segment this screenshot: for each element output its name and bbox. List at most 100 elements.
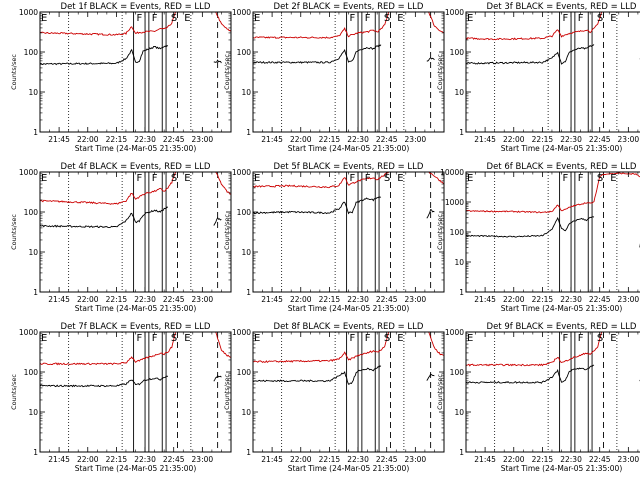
x-tick-label: 22:30 (560, 295, 582, 304)
event-marker-label: E (184, 13, 190, 24)
y-tick-label: 1 (459, 288, 464, 297)
x-tick-label: 23:00 (405, 455, 427, 464)
event-marker-label: S (384, 13, 390, 24)
x-axis-label: Start Time (24-Mar-05 21:35:00) (501, 464, 623, 473)
x-tick-label: 22:00 (77, 455, 99, 464)
x-tick-label: 23:00 (405, 295, 427, 304)
panel-title: Det 2f BLACK = Events, RED = LLD (274, 2, 424, 12)
x-tick-label: 22:15 (532, 135, 554, 144)
event-marker-label: E (254, 13, 260, 24)
x-tick-label: 21:45 (48, 135, 70, 144)
x-tick-label: 23:00 (192, 295, 214, 304)
x-tick-label: 22:30 (560, 135, 582, 144)
y-tick-label: 10000 (440, 168, 464, 177)
x-axis-label: Start Time (24-Mar-05 21:35:00) (288, 144, 410, 153)
event-marker-label: E (254, 173, 260, 184)
x-tick-label: 22:00 (503, 455, 525, 464)
x-tick-label: 22:45 (376, 295, 398, 304)
y-tick-label: 10 (241, 88, 251, 97)
events-series-line-recovery (426, 57, 435, 62)
lld-series-line (253, 12, 390, 39)
x-tick-label: 22:45 (589, 455, 611, 464)
event-marker-label: S (597, 333, 603, 344)
x-tick-label: 22:00 (290, 295, 312, 304)
lld-series-line (253, 332, 390, 364)
x-tick-label: 21:45 (48, 295, 70, 304)
x-tick-label: 22:30 (347, 455, 369, 464)
event-marker-label: F (563, 13, 569, 24)
event-marker-label: S (384, 173, 390, 184)
x-tick-label: 22:00 (503, 135, 525, 144)
y-tick-label: 1000 (232, 8, 251, 17)
y-axis-label: Counts/sec (223, 374, 231, 410)
y-tick-label: 100 (450, 368, 465, 377)
y-tick-label: 100 (450, 228, 465, 237)
x-tick-label: 22:15 (106, 455, 128, 464)
events-series-line (466, 364, 595, 384)
x-tick-label: 22:15 (106, 135, 128, 144)
panel-title: Det 6f BLACK = Events, RED = LLD (487, 162, 637, 172)
y-tick-label: 10 (28, 88, 38, 97)
y-tick-label: 1 (33, 448, 38, 457)
x-tick-label: 22:30 (134, 455, 156, 464)
panel-title: Det 1f BLACK = Events, RED = LLD (61, 2, 211, 12)
x-tick-label: 22:00 (290, 455, 312, 464)
x-tick-label: 22:15 (532, 295, 554, 304)
y-tick-label: 10 (454, 88, 464, 97)
marker-lines (68, 172, 219, 292)
x-tick-label: 22:30 (134, 135, 156, 144)
event-marker-label: E (467, 173, 473, 184)
y-tick-label: 1000 (445, 8, 464, 17)
y-tick-label: 1 (459, 128, 464, 137)
x-tick-label: 21:45 (474, 295, 496, 304)
event-marker-label: E (41, 13, 47, 24)
event-marker-label: F (152, 173, 158, 184)
lld-series-line-recovery (215, 332, 231, 358)
event-marker-label: F (137, 13, 143, 24)
y-tick-label: 1 (33, 288, 38, 297)
y-tick-label: 10 (454, 408, 464, 417)
events-series-line (40, 375, 169, 388)
y-axis-label: Counts/sec (10, 374, 18, 410)
event-marker-label: E (41, 333, 47, 344)
event-marker-label: E (467, 13, 473, 24)
x-tick-label: 22:15 (532, 455, 554, 464)
x-tick-label: 22:30 (134, 295, 156, 304)
x-axis-label: Start Time (24-Mar-05 21:35:00) (501, 304, 623, 313)
lld-series-line-recovery (428, 12, 444, 34)
x-tick-label: 22:15 (319, 135, 341, 144)
event-marker-label: E (610, 333, 616, 344)
panel-title: Det 4f BLACK = Events, RED = LLD (61, 162, 211, 172)
y-tick-label: 100 (450, 48, 465, 57)
x-tick-label: 21:45 (261, 455, 283, 464)
event-marker-label: E (397, 13, 403, 24)
y-axis-label: Counts/sec (223, 214, 231, 250)
y-tick-label: 100 (24, 208, 39, 217)
x-tick-label: 22:45 (376, 455, 398, 464)
lld-series-line (466, 12, 603, 41)
marker-lines (494, 12, 618, 132)
event-marker-label: E (184, 333, 190, 344)
marker-lines (494, 332, 618, 452)
y-tick-label: 1000 (232, 168, 251, 177)
y-tick-label: 1 (246, 288, 251, 297)
event-marker-label: F (152, 333, 158, 344)
event-marker-label: S (171, 13, 177, 24)
lld-series-line-recovery (215, 12, 231, 32)
event-marker-label: S (597, 173, 603, 184)
event-marker-label: F (578, 333, 584, 344)
x-tick-label: 22:45 (376, 135, 398, 144)
event-marker-label: F (365, 333, 371, 344)
y-tick-label: 1000 (445, 328, 464, 337)
y-axis-label: Counts/sec (436, 374, 444, 410)
y-tick-label: 10 (28, 248, 38, 257)
events-series-line (253, 196, 382, 215)
x-tick-label: 21:45 (474, 455, 496, 464)
y-tick-label: 100 (24, 48, 39, 57)
